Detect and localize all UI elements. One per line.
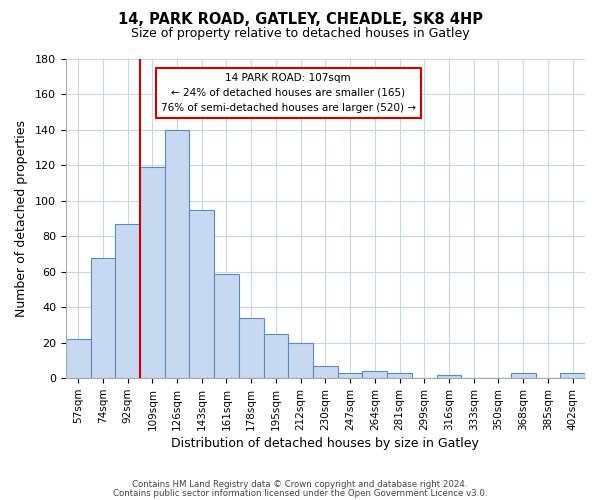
- Bar: [338, 373, 362, 378]
- Bar: [190, 210, 214, 378]
- Bar: [66, 339, 91, 378]
- Bar: [362, 371, 387, 378]
- Bar: [263, 334, 289, 378]
- Text: Size of property relative to detached houses in Gatley: Size of property relative to detached ho…: [131, 28, 469, 40]
- Text: Contains HM Land Registry data © Crown copyright and database right 2024.: Contains HM Land Registry data © Crown c…: [132, 480, 468, 489]
- Y-axis label: Number of detached properties: Number of detached properties: [15, 120, 28, 317]
- X-axis label: Distribution of detached houses by size in Gatley: Distribution of detached houses by size …: [172, 437, 479, 450]
- Bar: [511, 373, 536, 378]
- Bar: [313, 366, 338, 378]
- Bar: [387, 373, 412, 378]
- Bar: [289, 342, 313, 378]
- Text: 14, PARK ROAD, GATLEY, CHEADLE, SK8 4HP: 14, PARK ROAD, GATLEY, CHEADLE, SK8 4HP: [118, 12, 482, 28]
- Bar: [164, 130, 190, 378]
- Text: Contains public sector information licensed under the Open Government Licence v3: Contains public sector information licen…: [113, 488, 487, 498]
- Bar: [115, 224, 140, 378]
- Text: 14 PARK ROAD: 107sqm
← 24% of detached houses are smaller (165)
76% of semi-deta: 14 PARK ROAD: 107sqm ← 24% of detached h…: [161, 73, 416, 113]
- Bar: [560, 373, 585, 378]
- Bar: [214, 274, 239, 378]
- Bar: [437, 374, 461, 378]
- Bar: [91, 258, 115, 378]
- Bar: [239, 318, 263, 378]
- Bar: [140, 167, 164, 378]
